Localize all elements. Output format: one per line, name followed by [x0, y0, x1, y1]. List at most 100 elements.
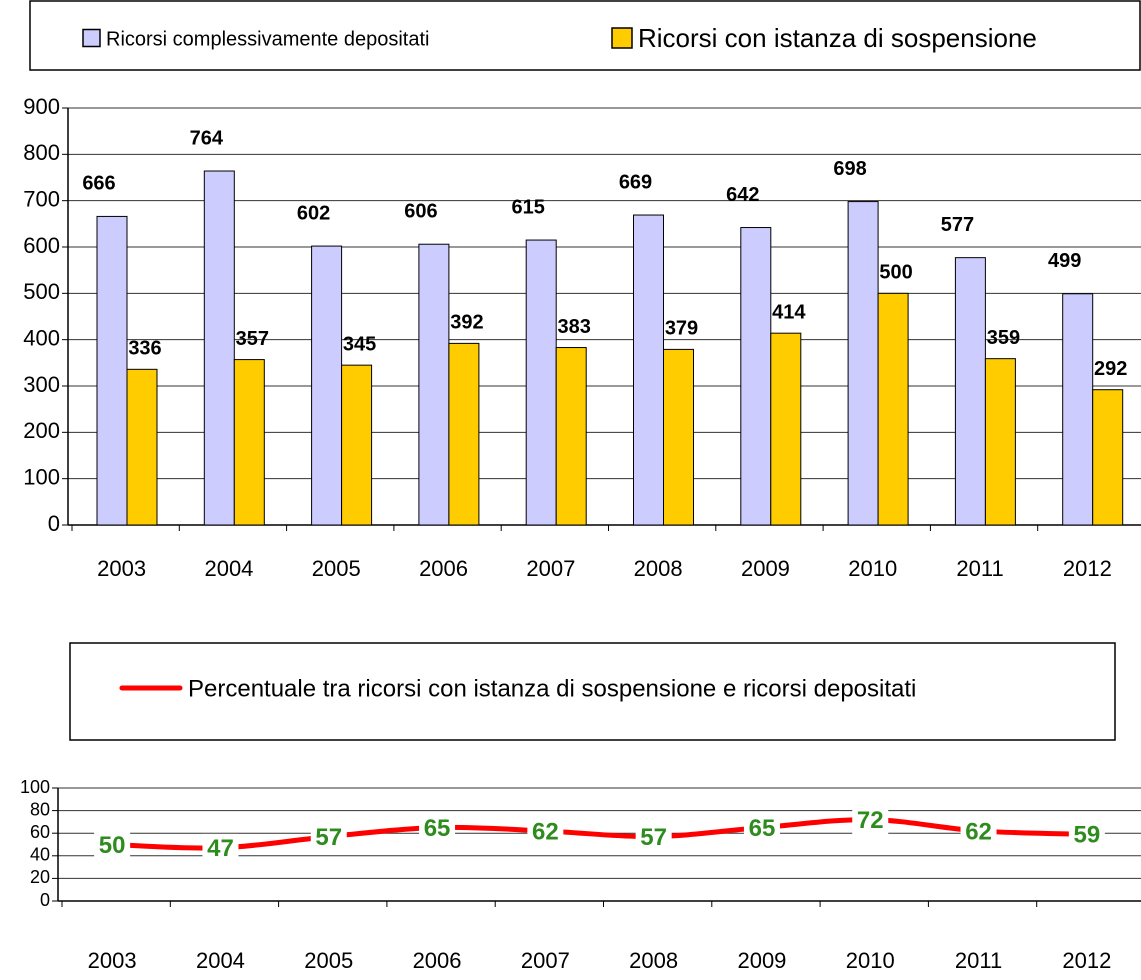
x-tick-label: 2010	[848, 556, 897, 581]
legend-box	[69, 642, 1116, 741]
x-tick-label: 2004	[204, 556, 253, 581]
y-tick-label: 20	[30, 867, 50, 887]
x-tick-label: 2009	[741, 556, 790, 581]
data-label: 392	[450, 312, 483, 334]
x-tick-label: 2010	[846, 948, 895, 973]
y-tick-label: 200	[23, 418, 60, 443]
y-tick-label: 500	[23, 279, 60, 304]
bar	[525, 239, 557, 526]
data-label: 666	[82, 173, 115, 195]
x-tick-label: 2005	[312, 556, 361, 581]
data-label: 500	[879, 262, 912, 284]
data-label: 359	[987, 327, 1020, 349]
x-tick-label: 2007	[526, 556, 575, 581]
bar	[770, 332, 802, 526]
y-tick-label: 800	[23, 140, 60, 165]
data-label: 764	[190, 127, 224, 149]
bar	[555, 347, 587, 526]
y-tick-label: 40	[30, 845, 50, 865]
y-tick-label: 900	[23, 94, 60, 119]
x-tick-label: 2007	[521, 948, 570, 973]
y-tick-label: 60	[30, 822, 50, 842]
y-tick-label: 600	[23, 233, 60, 258]
data-label: 345	[343, 333, 376, 355]
bar	[633, 214, 664, 526]
x-tick-label: 2003	[88, 948, 137, 973]
x-tick-label: 2012	[1062, 948, 1111, 973]
data-label: 72	[857, 807, 884, 834]
bar	[1062, 293, 1094, 526]
bar	[954, 257, 986, 526]
data-label-bg	[527, 816, 564, 847]
data-label: 292	[1094, 358, 1127, 380]
bar	[233, 359, 265, 526]
bar	[448, 342, 480, 526]
y-tick-label: 700	[23, 186, 60, 211]
data-label-bg	[1068, 820, 1105, 851]
data-label: 642	[726, 184, 759, 206]
data-label: 414	[772, 301, 806, 323]
data-label: 59	[1073, 822, 1100, 849]
legend-box	[29, 0, 1141, 71]
x-tick-label: 2006	[419, 556, 468, 581]
bar	[1092, 389, 1124, 526]
data-label: 379	[665, 318, 698, 340]
x-tick-label: 2008	[629, 948, 678, 973]
data-label: 57	[315, 824, 342, 851]
x-tick-label: 2011	[955, 948, 1002, 973]
data-label: 357	[236, 328, 269, 350]
legend-label: Ricorsi con istanza di sospensione	[638, 23, 1037, 53]
bar	[663, 348, 694, 526]
bar	[203, 170, 235, 526]
data-label: 602	[297, 202, 330, 224]
data-label: 50	[99, 832, 126, 859]
y-tick-label: 100	[23, 464, 60, 489]
y-tick-label: 300	[23, 372, 60, 397]
data-label-bg	[202, 833, 239, 864]
bar	[877, 292, 909, 526]
data-label-bg	[94, 830, 131, 861]
x-tick-label: 2012	[1063, 556, 1112, 581]
bar	[126, 368, 158, 526]
legend-label: Ricorsi complessivamente depositati	[106, 28, 429, 50]
y-tick-label: 0	[48, 511, 60, 536]
data-label-bg	[852, 805, 889, 836]
line	[109, 817, 1090, 851]
x-tick-label: 2004	[196, 948, 245, 973]
data-label: 65	[749, 815, 776, 842]
data-label-bg	[743, 813, 780, 844]
x-tick-label: 2009	[737, 948, 786, 973]
bar	[847, 201, 879, 526]
data-label: 57	[640, 824, 667, 851]
bar	[96, 215, 128, 526]
data-label-bg	[635, 822, 672, 853]
data-label: 577	[941, 214, 974, 236]
data-label: 606	[404, 201, 437, 223]
data-label-bg	[310, 822, 347, 853]
x-tick-label: 2006	[413, 948, 462, 973]
y-tick-label: 80	[30, 799, 50, 819]
data-label: 698	[833, 158, 866, 180]
legend-swatch	[611, 27, 633, 49]
bar	[418, 243, 450, 526]
data-label: 669	[619, 171, 652, 193]
data-label-bg	[960, 816, 997, 847]
x-tick-label: 2008	[634, 556, 683, 581]
x-tick-label: 2005	[304, 948, 353, 973]
data-label: 336	[128, 338, 161, 360]
data-label: 62	[965, 818, 992, 845]
data-label: 499	[1048, 250, 1081, 272]
legend-swatch	[82, 28, 101, 48]
bar	[740, 227, 772, 526]
legend-label: Percentuale tra ricorsi con istanza di s…	[188, 675, 916, 702]
x-tick-label: 2003	[97, 556, 146, 581]
y-tick-label: 100	[20, 777, 50, 797]
bar	[311, 245, 343, 526]
data-label: 615	[512, 196, 545, 218]
bar	[984, 358, 1016, 526]
y-tick-label: 0	[40, 890, 50, 910]
data-label: 65	[424, 815, 451, 842]
data-label: 383	[558, 316, 591, 338]
x-tick-label: 2011	[956, 556, 1003, 581]
